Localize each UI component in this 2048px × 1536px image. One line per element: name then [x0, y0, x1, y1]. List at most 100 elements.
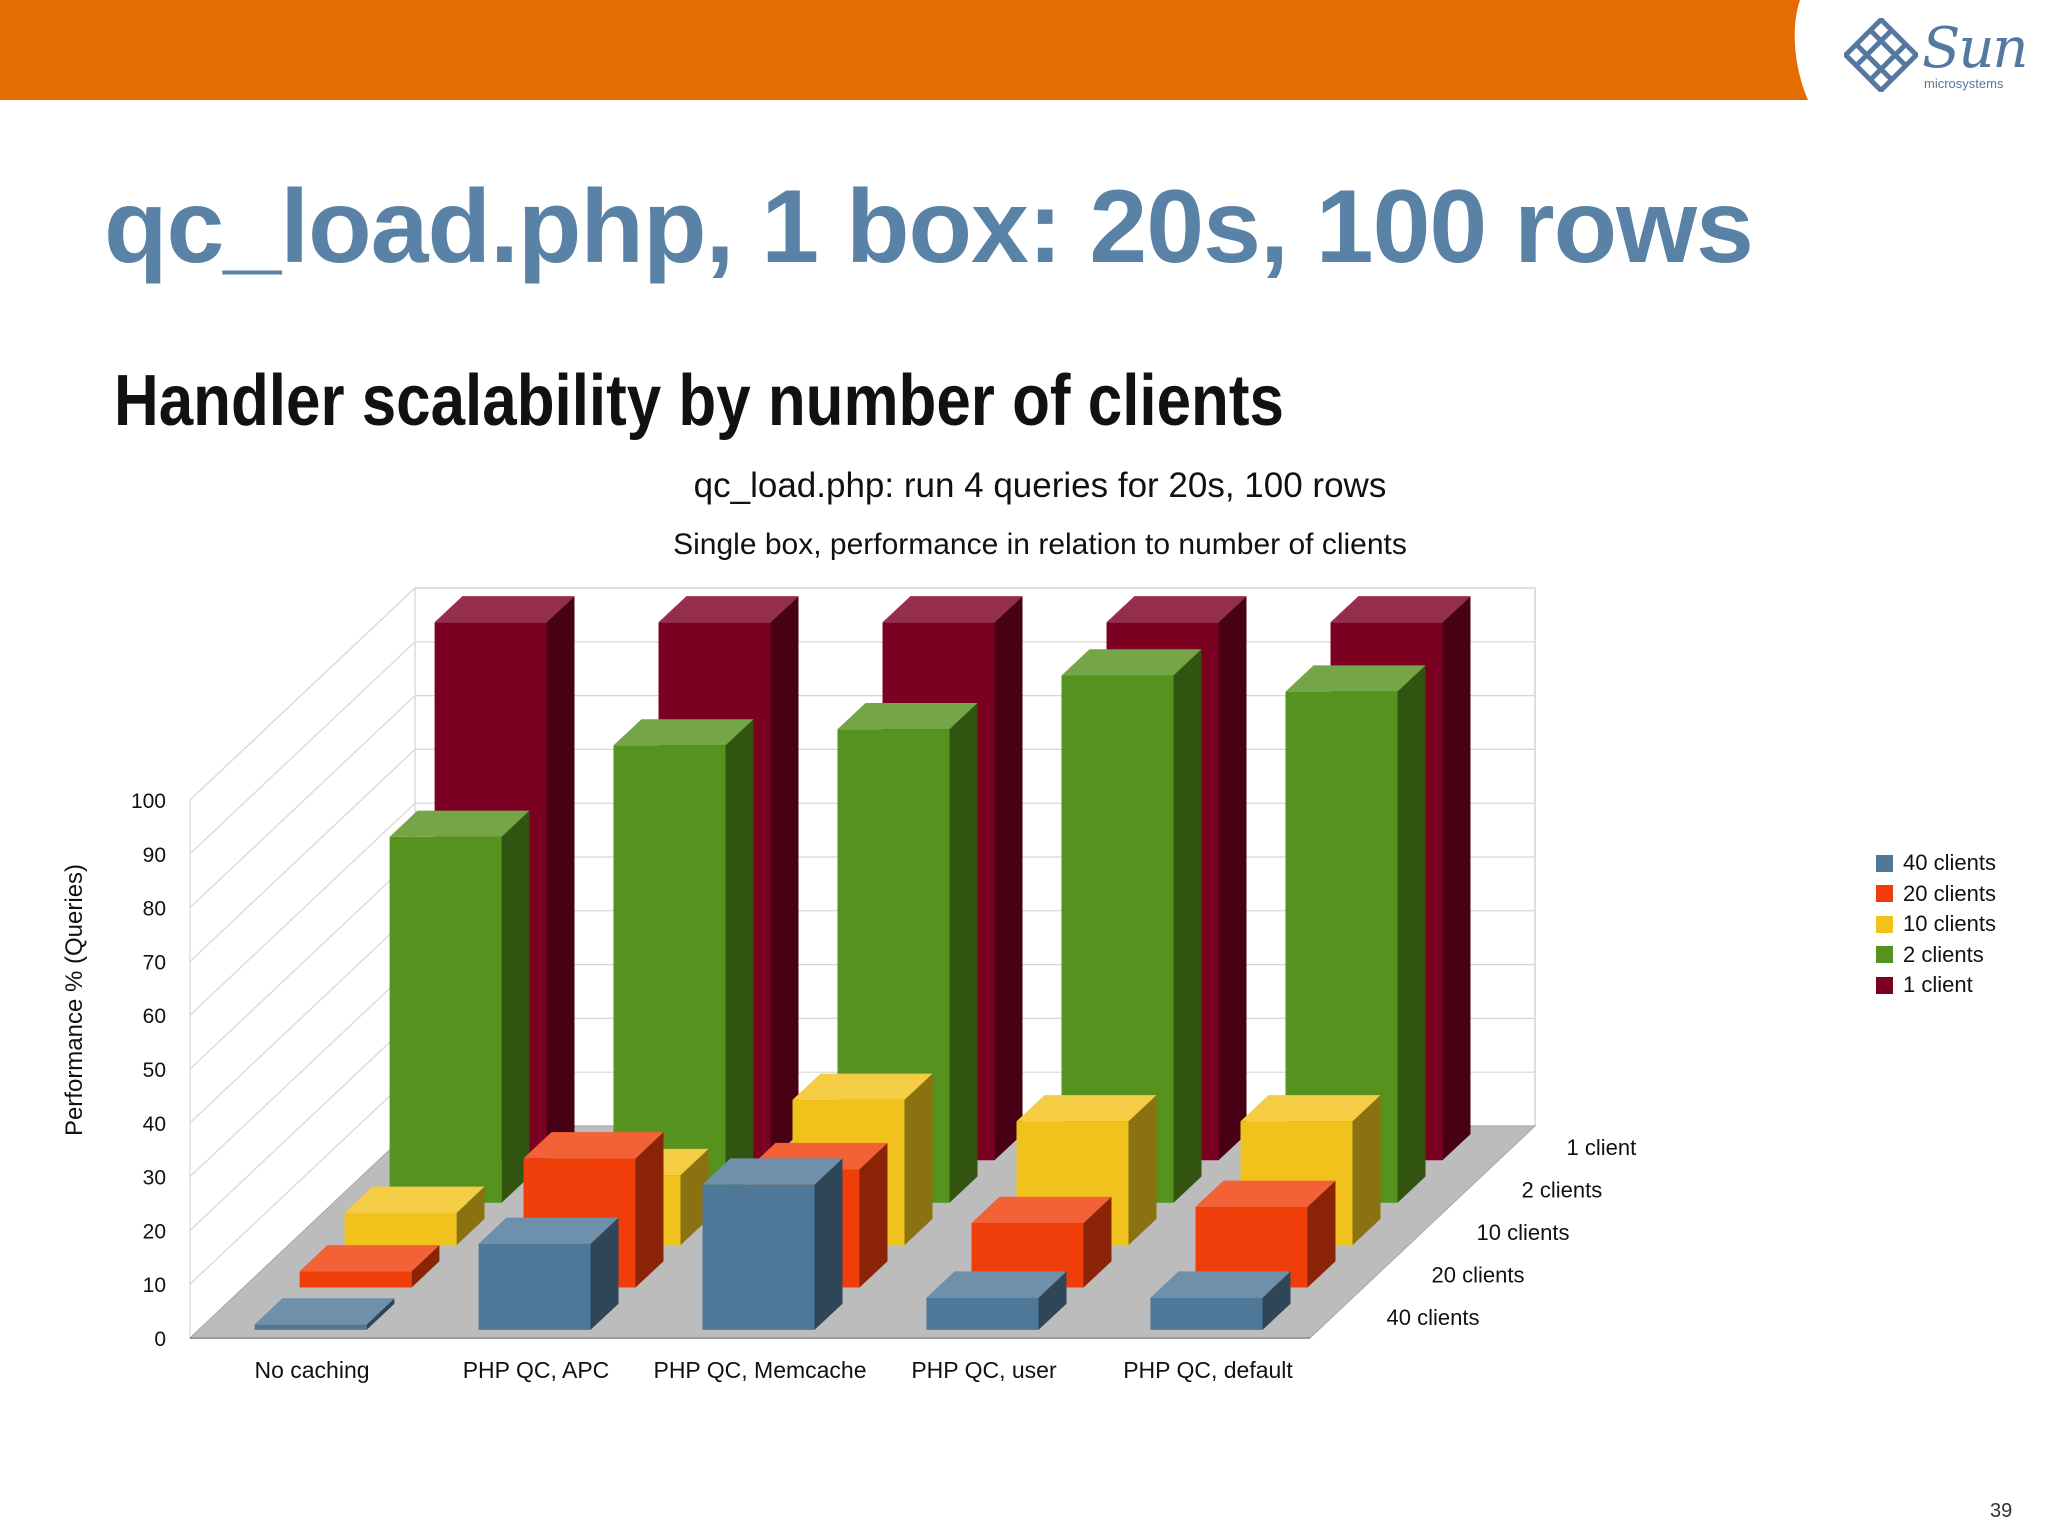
- bar-side: [814, 1158, 843, 1330]
- y-tick-label: 20: [143, 1220, 166, 1243]
- legend-swatch: [1876, 915, 1893, 933]
- legend-label: 2 clients: [1903, 941, 1984, 967]
- y-tick-label: 0: [154, 1328, 166, 1351]
- sun-logo: Sun microsystems: [1840, 14, 2040, 94]
- depth-label: 20 clients: [1432, 1262, 1525, 1287]
- bar: [613, 745, 726, 1203]
- legend-swatch: [1876, 854, 1893, 872]
- bar-side: [590, 1217, 619, 1330]
- legend-item: 40 clients: [1876, 848, 1996, 879]
- y-tick-label: 100: [131, 790, 166, 813]
- legend-item: 2 clients: [1876, 940, 1996, 971]
- bar-top: [1106, 596, 1247, 623]
- bar-side: [1218, 596, 1247, 1161]
- bar-top: [523, 1132, 664, 1159]
- bar-side: [1173, 649, 1202, 1203]
- y-tick-label: 70: [143, 951, 166, 974]
- bar-side: [1262, 1271, 1291, 1330]
- bar-side: [366, 1298, 395, 1330]
- bar-side: [635, 1132, 664, 1288]
- chart-legend: 40 clients 20 clients 10 clients 2 clients 1…: [1876, 848, 1996, 1001]
- slide-title: qc_load.php, 1 box: 20s, 100 rows: [104, 169, 1754, 285]
- bar-side: [859, 1142, 888, 1288]
- y-tick-label: 10: [143, 1274, 166, 1297]
- bar-side: [1352, 1095, 1381, 1246]
- bar-top: [658, 596, 799, 623]
- bar-side: [411, 1245, 440, 1288]
- depth-label: 10 clients: [1477, 1220, 1570, 1245]
- bar-top: [613, 719, 754, 746]
- bar-top: [434, 596, 575, 623]
- bar-side: [949, 703, 978, 1203]
- legend-label: 20 clients: [1903, 880, 1996, 906]
- slide-subtitle: Handler scalability by number of clients: [114, 361, 1284, 441]
- legend-label: 40 clients: [1903, 850, 1996, 876]
- bar-side: [501, 810, 530, 1203]
- bar: [702, 1184, 815, 1330]
- legend-label: 1 client: [1903, 972, 1973, 998]
- bar: [478, 1243, 591, 1330]
- depth-label: 1 client: [1567, 1135, 1637, 1160]
- y-tick-label: 80: [143, 898, 166, 921]
- sun-logo-subtext: microsystems: [1924, 76, 2004, 91]
- bar-top: [254, 1298, 395, 1325]
- bar-side: [1442, 596, 1471, 1161]
- bar-side: [546, 596, 575, 1161]
- chart-subtitle: Single box, performance in relation to n…: [673, 528, 1407, 561]
- y-tick-label: 50: [143, 1059, 166, 1082]
- y-tick-label: 60: [143, 1005, 166, 1028]
- bar-top: [926, 1271, 1067, 1298]
- legend-item: 1 client: [1876, 970, 1996, 1001]
- bar-top: [882, 596, 1023, 623]
- bar-top: [344, 1186, 485, 1213]
- bar-side: [1397, 665, 1426, 1203]
- bar-side: [904, 1073, 933, 1246]
- bar-side: [456, 1186, 485, 1246]
- bar-top: [1016, 1095, 1157, 1122]
- bar-side: [680, 1148, 709, 1246]
- category-label: PHP QC, Memcache: [653, 1357, 866, 1383]
- legend-item: 20 clients: [1876, 879, 1996, 910]
- chart-title: qc_load.php: run 4 queries for 20s, 100 …: [693, 466, 1387, 505]
- depth-label: 2 clients: [1522, 1178, 1603, 1203]
- bar-side: [770, 596, 799, 1161]
- bar-top: [1285, 665, 1426, 692]
- legend-swatch: [1876, 885, 1893, 903]
- bar: [344, 1212, 457, 1246]
- category-label: PHP QC, user: [911, 1357, 1057, 1383]
- bar-side: [725, 719, 754, 1203]
- legend-swatch: [1876, 976, 1893, 994]
- page-number: 39: [1990, 1500, 2013, 1522]
- bar-top: [1150, 1271, 1291, 1298]
- top-bar: [0, 0, 1808, 100]
- bar-side: [994, 596, 1023, 1161]
- bar: [1195, 1206, 1308, 1288]
- sun-logo-emblem-icon: [1844, 18, 1918, 92]
- depth-label: 40 clients: [1387, 1305, 1480, 1330]
- legend-item: 10 clients: [1876, 909, 1996, 940]
- bar: [254, 1324, 367, 1330]
- bar-side: [1083, 1196, 1112, 1288]
- bar: [926, 1297, 1039, 1330]
- sun-logo-text: Sun: [1922, 16, 2028, 81]
- bar-top: [299, 1245, 440, 1272]
- bar: [971, 1223, 1084, 1288]
- bar-top: [1195, 1180, 1336, 1207]
- bar-side: [1307, 1180, 1336, 1288]
- y-tick-label: 90: [143, 844, 166, 867]
- legend-label: 10 clients: [1903, 911, 1996, 937]
- bar-top: [1061, 649, 1202, 676]
- bar-side: [1038, 1271, 1067, 1330]
- y-tick-label: 40: [143, 1113, 166, 1136]
- y-tick-label: 30: [143, 1167, 166, 1190]
- bar-top: [971, 1196, 1112, 1223]
- bar: [299, 1271, 412, 1288]
- category-label: PHP QC, default: [1123, 1357, 1293, 1383]
- bar: [389, 836, 502, 1203]
- bar-side: [1128, 1095, 1157, 1246]
- category-label: PHP QC, APC: [463, 1357, 610, 1383]
- y-axis-label: Performance % (Queries): [61, 864, 88, 1136]
- gridline: [189, 587, 1535, 801]
